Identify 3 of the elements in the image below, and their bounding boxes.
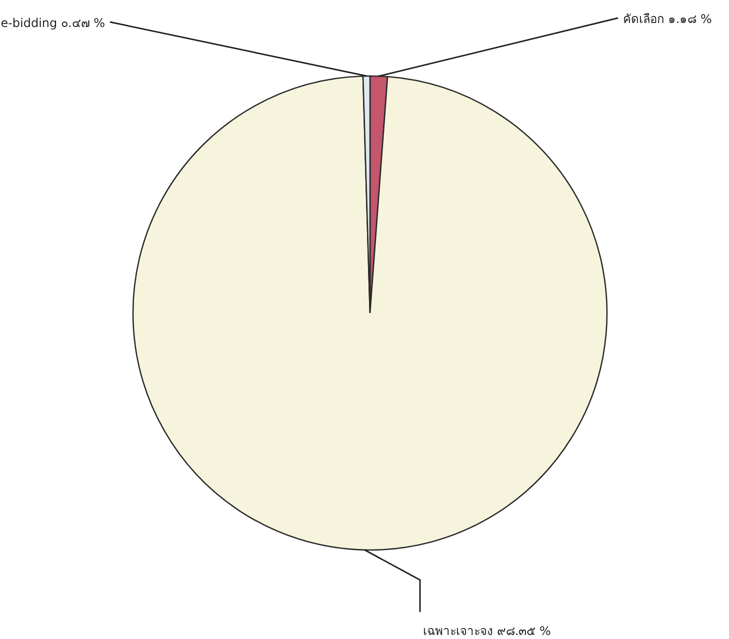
slice-label: คัดเลือก ๑.๑๘ % xyxy=(623,12,712,26)
slice-label: เฉพาะเจาะจง ๙๘.๓๕ % xyxy=(423,624,551,638)
slice-label: e-bidding ๐.๔๗ % xyxy=(0,16,105,30)
